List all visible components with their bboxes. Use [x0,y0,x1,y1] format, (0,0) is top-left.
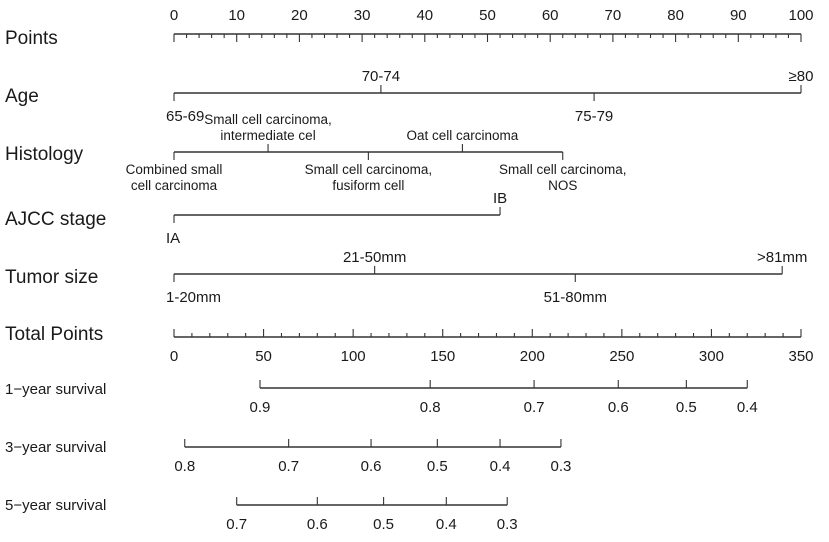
points-tick-label: 90 [730,7,747,24]
row-label-ajcc-stage: AJCC stage [5,209,106,230]
age-scale: 65-69 70-74 75-79 ≥80 [166,68,813,125]
histology-level-label: NOS [548,178,577,193]
surv5-tick-label: 0.5 [373,516,394,533]
surv1-tick-label: 0.4 [737,399,758,416]
age-level-label: 65-69 [166,108,204,125]
total-tick-label: 0 [170,348,178,365]
total-scale: 0 50 100 150 200 250 300 350 [170,329,814,365]
row-labels: Points Age Histology AJCC stage Tumor si… [5,28,106,514]
nomogram-scales: 0 10 20 30 40 50 60 70 80 90 100 65-69 70-74 75-79 ≥80… [126,7,814,533]
points-tick-label: 70 [605,7,622,24]
points-scale: 0 10 20 30 40 50 60 70 80 90 100 [170,7,814,42]
points-tick-label: 10 [228,7,245,24]
surv1-tick-label: 0.6 [608,399,629,416]
points-tick-label: 50 [479,7,496,24]
surv3-tick-label: 0.5 [427,458,448,475]
total-tick-label: 50 [255,348,272,365]
tumor-level-label: 51-80mm [544,289,607,306]
surv1-scale: 0.9 0.8 0.7 0.6 0.5 0.4 [250,380,758,416]
age-level-label: ≥80 [789,68,814,85]
surv3-tick-label: 0.6 [361,458,382,475]
tumor-level-label: >81mm [757,249,807,266]
points-tick-label: 0 [170,7,178,24]
row-label-total-points: Total Points [5,324,103,345]
histology-level-label: intermediate cel [220,128,315,143]
total-tick-label: 350 [788,348,813,365]
points-tick-label: 30 [354,7,371,24]
histology-level-label: Combined small [126,162,223,177]
row-label-3-year-survival: 3−year survival [5,439,106,456]
points-tick-label: 20 [291,7,308,24]
surv5-scale: 0.7 0.6 0.5 0.4 0.3 [226,497,518,533]
row-label-points: Points [5,28,58,49]
row-label-tumor-size: Tumor size [5,267,98,288]
surv3-tick-label: 0.3 [551,458,572,475]
surv1-tick-label: 0.5 [676,399,697,416]
total-tick-label: 250 [609,348,634,365]
surv1-tick-label: 0.9 [250,399,271,416]
row-label-histology: Histology [5,144,84,165]
ajcc-level-label: IA [166,230,180,247]
points-tick-label: 80 [667,7,684,24]
surv3-scale: 0.8 0.7 0.6 0.5 0.4 0.3 [174,439,571,475]
age-level-label: 70-74 [362,68,400,85]
histology-level-label: Small cell carcinoma, [204,112,332,127]
row-label-age: Age [5,86,39,107]
surv3-tick-label: 0.7 [278,458,299,475]
histology-level-label: Small cell carcinoma, [499,162,627,177]
points-tick-label: 60 [542,7,559,24]
surv3-tick-label: 0.4 [490,458,511,475]
tumor-level-label: 21-50mm [343,249,406,266]
total-tick-label: 300 [699,348,724,365]
histology-level-label: fusiform cell [332,178,404,193]
surv1-tick-label: 0.8 [420,399,441,416]
histology-level-label: cell carcinoma [131,178,218,193]
tumor-level-label: 1-20mm [166,289,221,306]
ajcc-scale: IA IB [166,190,507,247]
total-tick-label: 200 [520,348,545,365]
row-label-5-year-survival: 5−year survival [5,497,106,514]
surv5-tick-label: 0.6 [307,516,328,533]
total-tick-label: 100 [341,348,366,365]
surv1-tick-label: 0.7 [524,399,545,416]
points-tick-label: 40 [416,7,433,24]
surv5-tick-label: 0.4 [436,516,457,533]
surv5-tick-label: 0.3 [497,516,518,533]
ajcc-level-label: IB [493,190,507,207]
points-tick-label: 100 [788,7,813,24]
total-tick-label: 150 [430,348,455,365]
histology-level-label: Oat cell carcinoma [407,128,519,143]
surv5-tick-label: 0.7 [226,516,247,533]
age-level-label: 75-79 [575,108,613,125]
tumor-scale: 1-20mm 21-50mm 51-80mm >81mm [166,249,807,306]
surv3-tick-label: 0.8 [174,458,195,475]
row-label-1-year-survival: 1−year survival [5,381,106,398]
histology-level-label: Small cell carcinoma, [305,162,433,177]
